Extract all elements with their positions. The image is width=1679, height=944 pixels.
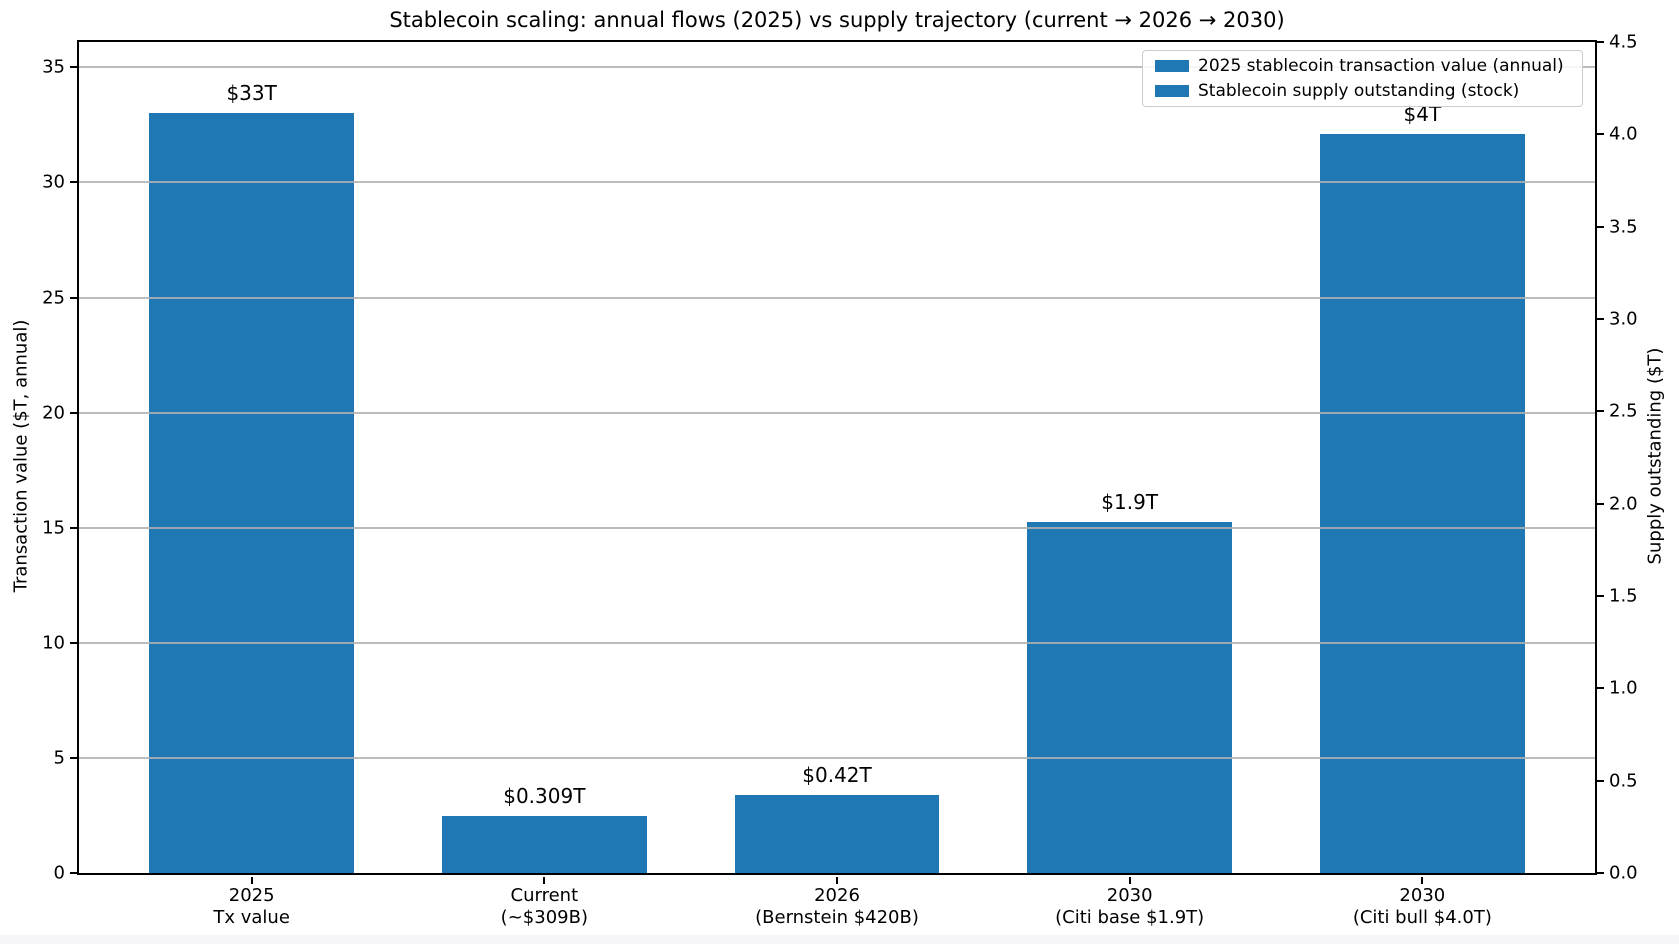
x-tick-label-line1: 2026 <box>814 885 860 906</box>
gridline <box>79 181 1595 184</box>
gridline <box>79 526 1595 529</box>
x-tick-label: 2026 (Bernstein $420B) <box>755 885 919 929</box>
right-tick-mark <box>1597 225 1604 228</box>
x-tick-label: 2030 (Citi base $1.9T) <box>1055 885 1204 929</box>
right-tick-mark <box>1597 779 1604 782</box>
left-y-axis-label: Transaction value ($T, annual) <box>10 319 32 593</box>
x-tick-label-line1: Current <box>510 885 579 906</box>
legend-label: Stablecoin supply outstanding (stock) <box>1198 81 1520 101</box>
left-tick-label: 20 <box>42 402 65 424</box>
bar <box>1027 522 1233 873</box>
gridline <box>79 296 1595 299</box>
left-tick-label: 25 <box>42 287 65 308</box>
right-tick-label: 3.0 <box>1609 308 1638 330</box>
chart-title: Stablecoin scaling: annual flows (2025) … <box>389 8 1285 32</box>
legend-label: 2025 stablecoin transaction value (annua… <box>1198 56 1564 76</box>
left-tick-label: 0 <box>53 862 65 884</box>
left-tick-mark <box>70 66 77 69</box>
left-tick-label: 35 <box>42 56 65 78</box>
left-tick-mark <box>70 872 77 874</box>
gridline <box>79 66 1595 69</box>
x-tick-label: Current (~$309B) <box>501 885 588 929</box>
left-tick-mark <box>70 411 77 414</box>
legend-item-supply-outstanding: Stablecoin supply outstanding (stock) <box>1153 81 1572 101</box>
bar-value-label: $0.309T <box>503 783 586 808</box>
right-tick-label: 1.5 <box>1609 585 1638 607</box>
right-tick-mark <box>1597 595 1604 597</box>
x-tick-label-line2: (Citi bull $4.0T) <box>1352 907 1492 928</box>
x-tick-label-line2: (Bernstein $420B) <box>755 907 919 928</box>
x-tick-label: 2030 (Citi bull $4.0T) <box>1353 885 1492 929</box>
plot-area: $33T 2025 Tx value $0.309T Current (~$309B) $0… <box>42 32 1638 929</box>
right-tick-mark <box>1597 41 1604 43</box>
legend: 2025 stablecoin transaction value (annua… <box>1142 50 1583 107</box>
bar <box>441 815 647 873</box>
x-tick-label-line1: 2030 <box>1399 885 1446 906</box>
x-tick-label: 2025 Tx value <box>213 885 290 929</box>
right-tick-mark <box>1597 872 1604 874</box>
right-tick-label: 4.5 <box>1609 31 1638 53</box>
right-y-axis-label: Supply outstanding ($T) <box>1644 347 1666 565</box>
right-tick-mark <box>1597 318 1604 320</box>
x-tick-mark <box>1128 877 1131 884</box>
legend-item-transaction-value: 2025 stablecoin transaction value (annua… <box>1153 56 1572 76</box>
gridline <box>79 411 1595 414</box>
right-tick-mark <box>1597 133 1604 136</box>
x-tick-label-line2: (~$309B) <box>500 907 588 928</box>
bar <box>734 795 940 873</box>
left-tick-label: 30 <box>42 171 65 193</box>
bar <box>1319 134 1525 873</box>
bar-value-label: $33T <box>226 81 277 106</box>
bar-value-label: $1.9T <box>1101 490 1159 515</box>
screenshot-bottom-strip <box>0 935 1679 944</box>
right-tick-mark <box>1597 502 1604 505</box>
left-tick-mark <box>70 181 77 184</box>
x-tick-label-line1: 2025 <box>228 885 275 906</box>
left-tick-mark <box>70 296 77 299</box>
right-tick-label: 2.5 <box>1609 400 1638 422</box>
left-tick-mark <box>70 641 77 644</box>
x-tick-label-line2: Tx value <box>213 907 290 928</box>
right-tick-mark <box>1597 410 1604 413</box>
right-tick-mark <box>1597 687 1604 690</box>
x-tick-label-line1: 2030 <box>1106 885 1153 906</box>
bar <box>149 113 355 873</box>
right-tick-label: 4.0 <box>1609 123 1638 145</box>
x-tick-label-line2: (Citi base $1.9T) <box>1055 907 1205 928</box>
x-tick-mark <box>1421 877 1424 884</box>
left-tick-mark <box>70 526 77 529</box>
left-tick-mark <box>70 756 77 759</box>
right-tick-label: 3.5 <box>1609 216 1638 238</box>
left-tick-label: 10 <box>42 632 65 654</box>
x-tick-mark <box>836 877 838 884</box>
gridline <box>79 641 1595 644</box>
legend-swatch-icon <box>1155 85 1189 97</box>
bar-value-label: $0.42T <box>802 763 872 788</box>
gridline <box>79 756 1595 759</box>
right-tick-label: 1.0 <box>1609 677 1638 699</box>
x-tick-mark <box>543 877 546 884</box>
right-tick-label: 2.0 <box>1609 493 1638 515</box>
x-tick-mark <box>250 877 253 884</box>
legend-swatch-icon <box>1155 60 1189 72</box>
left-tick-label: 5 <box>53 747 65 769</box>
right-tick-label: 0.5 <box>1609 770 1638 792</box>
left-tick-label: 15 <box>42 517 65 539</box>
right-tick-label: 0.0 <box>1609 862 1638 884</box>
